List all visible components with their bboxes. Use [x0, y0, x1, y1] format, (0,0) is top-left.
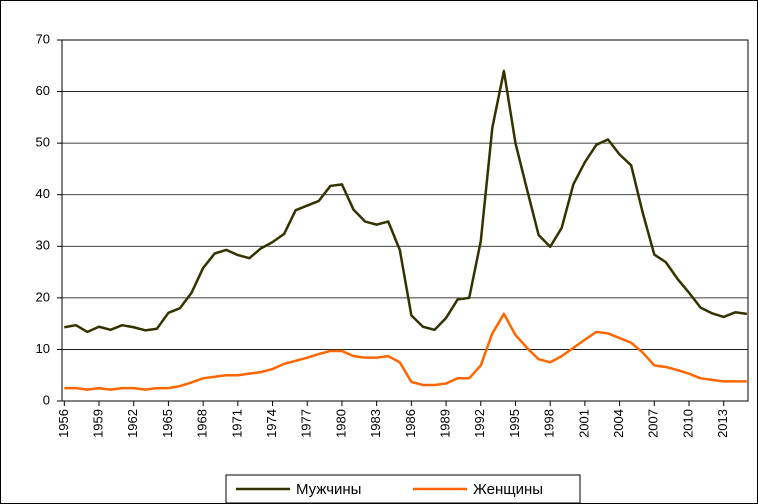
x-tick-label: 1974	[264, 409, 279, 438]
y-tick-label: 70	[36, 31, 50, 46]
x-tick-label: 1992	[472, 409, 487, 438]
x-tick-label: 1971	[229, 409, 244, 438]
x-tick-label: 1968	[195, 409, 210, 438]
series-line	[64, 69, 748, 334]
x-tick-label: 2004	[611, 409, 626, 438]
y-tick-label: 20	[36, 289, 50, 304]
series-line	[64, 312, 747, 391]
x-tick-label: 1956	[56, 409, 71, 438]
x-tick-label: 2013	[715, 409, 730, 438]
x-tick-label: 1977	[299, 409, 314, 438]
legend-label: Мужчины	[296, 481, 361, 498]
y-tick-label: 0	[43, 392, 50, 407]
x-tick-label: 1983	[368, 409, 383, 438]
x-tick-label: 1989	[438, 409, 453, 438]
y-tick-label: 10	[36, 341, 50, 356]
y-tick-label: 50	[36, 135, 50, 150]
x-tick-label: 1965	[160, 409, 175, 438]
x-tick-label: 1986	[403, 409, 418, 438]
legend-label: Женщины	[473, 481, 543, 498]
y-tick-label: 40	[36, 186, 50, 201]
plot-area	[61, 39, 749, 402]
x-tick-label: 2010	[680, 409, 695, 438]
x-tick-label: 1995	[507, 409, 522, 438]
y-tick-label: 60	[36, 83, 50, 98]
x-tick-label: 1980	[333, 409, 348, 438]
x-tick-label: 1998	[542, 409, 557, 438]
y-tick-label: 30	[36, 238, 50, 253]
x-tick-label: 1962	[125, 409, 140, 438]
x-tick-label: 1959	[90, 409, 105, 438]
legend-box	[225, 474, 581, 504]
x-tick-label: 2001	[576, 409, 591, 438]
x-tick-label: 2007	[646, 409, 661, 438]
